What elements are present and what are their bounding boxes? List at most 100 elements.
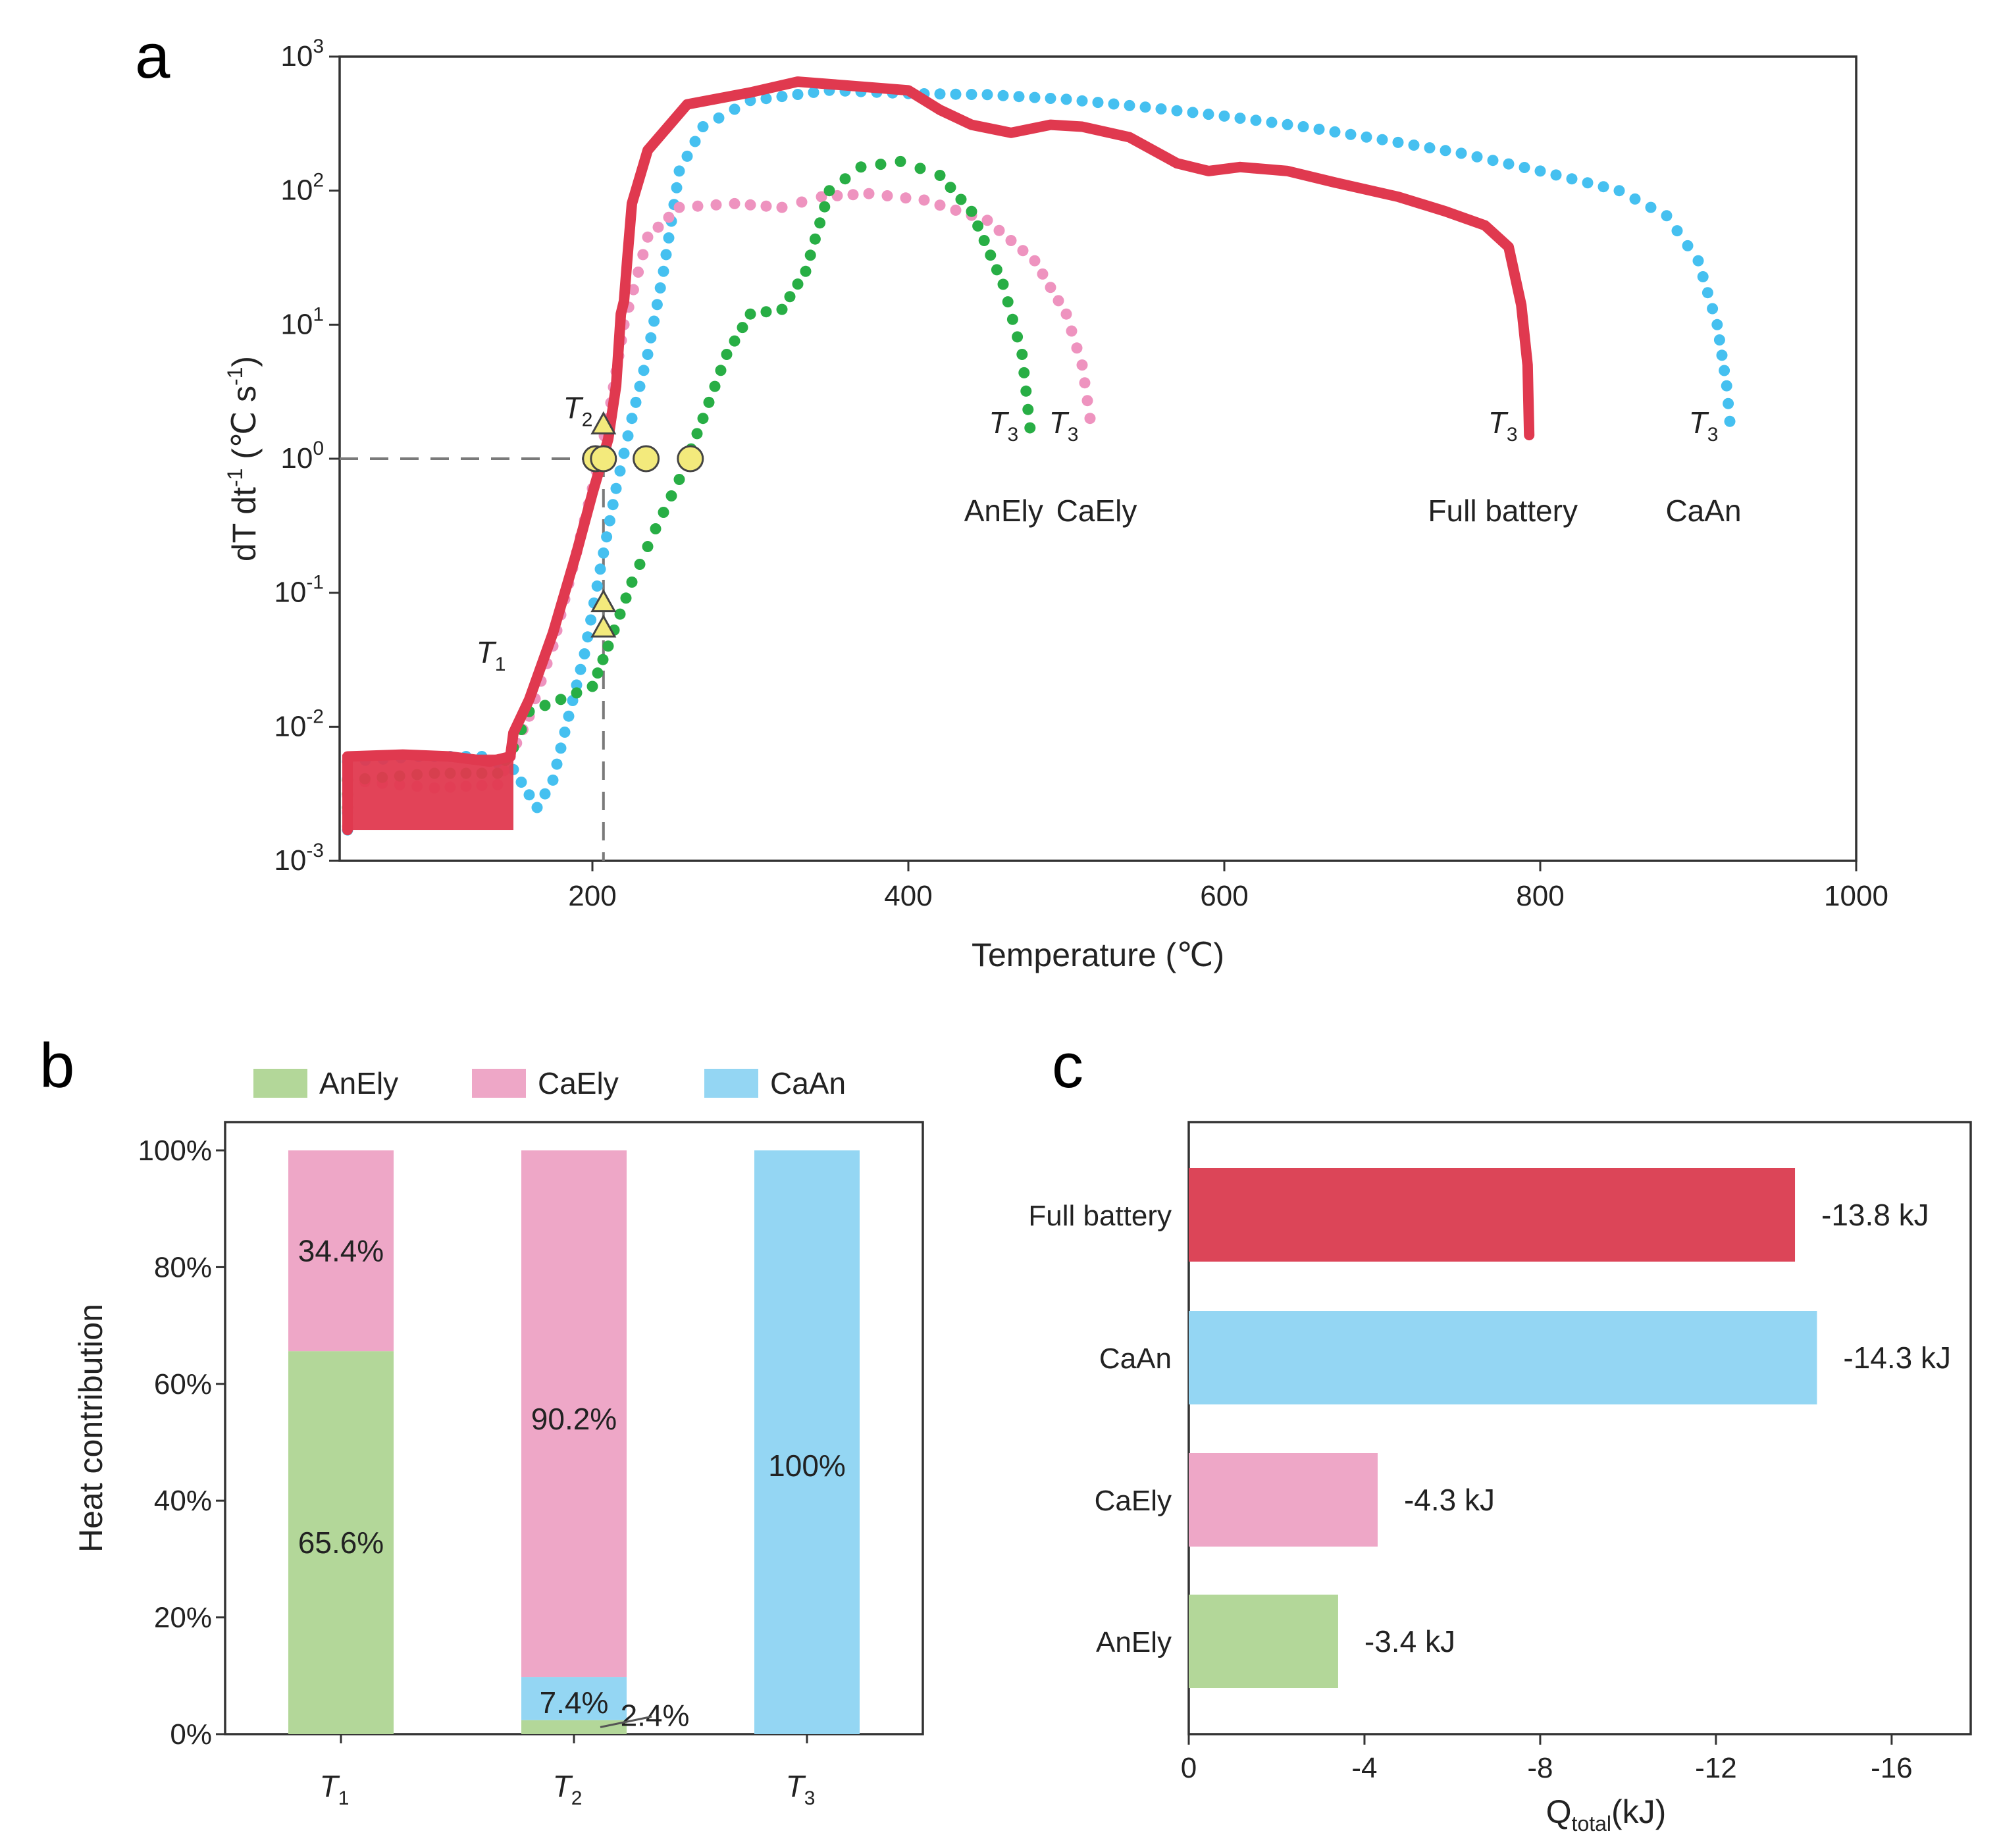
series-caan-dot-59	[697, 121, 709, 132]
x-ticks-a: 200 400 600 800 1000	[568, 861, 1888, 912]
x-tick-label-c-4: -16	[1871, 1752, 1913, 1784]
bar-anely	[1189, 1595, 1338, 1688]
bar-value-caely: -4.3 kJ	[1404, 1483, 1495, 1517]
series-caely-dot-47	[652, 221, 664, 233]
series-caely-dot-70	[1017, 245, 1029, 257]
series-caely-dot-60	[863, 188, 875, 199]
leader-line-2-4	[600, 1715, 652, 1728]
annotation-sub-0: 1	[495, 654, 506, 675]
series-caan-dot-17	[531, 802, 543, 813]
category-label-caely: CaEly	[1095, 1485, 1172, 1517]
t3-main-caely: T	[1049, 405, 1070, 440]
series-caan-dot-56	[673, 165, 685, 177]
series-label-full: Full battery	[1428, 494, 1578, 528]
series-anely-dot-40	[721, 349, 733, 360]
series-caan-dot-104	[1408, 140, 1420, 151]
annotation-t2: T2	[563, 391, 593, 431]
series-caan	[342, 84, 1736, 836]
transition-circle-marker-3	[677, 445, 704, 473]
series-caely-dot-74	[1052, 295, 1064, 307]
series-anely-dot-61	[955, 193, 967, 205]
series-caely-dot-69	[1005, 235, 1017, 246]
series-caely-dot-81	[1084, 413, 1096, 424]
legend-b: AnEly CaEly CaAn	[253, 1066, 846, 1100]
t3-label-caely: T3	[1049, 405, 1079, 446]
series-caan-dot-84	[1092, 97, 1104, 109]
series-caely-dot-57	[816, 191, 827, 203]
t3-main-caan: T	[1689, 405, 1709, 440]
series-caan-dot-130	[1719, 365, 1730, 376]
series-anely-dot-68	[1002, 296, 1014, 308]
y-tick-label-a-6: 103	[280, 36, 324, 72]
bar-T3-CaAn	[754, 1150, 860, 1734]
series-caan-dot-32	[594, 563, 606, 575]
series-anely-dot-19	[586, 680, 598, 692]
series-anely-dot-75	[1024, 422, 1036, 434]
series-caely-dot-49	[673, 201, 685, 213]
plot-frame-c	[1187, 1121, 1972, 1735]
x-tick-main-b-0: T	[320, 1769, 340, 1803]
series-anely-dot-44	[760, 306, 772, 318]
series-caan-dot-27	[579, 648, 590, 659]
series-anely-dot-64	[978, 235, 990, 246]
series-caan-dot-47	[648, 315, 660, 327]
series-caan-dot-76	[966, 89, 977, 100]
x-tick-main-b-1: T	[553, 1769, 573, 1803]
bar-value-full-battery: -13.8 kJ	[1821, 1198, 1929, 1232]
y-tick-base-a-2: 10	[274, 577, 306, 609]
series-anely-dot-22	[602, 640, 614, 652]
x-tick-sub-b-1: 2	[571, 1787, 583, 1809]
series-caely-dot-65	[950, 204, 962, 216]
panel-letter-a: a	[135, 21, 170, 91]
t3-sub-full: 3	[1507, 424, 1518, 446]
series-caely-dot-78	[1076, 359, 1088, 371]
y-tick-base-a-1: 10	[274, 710, 306, 742]
series-anely-dot-39	[715, 365, 727, 376]
series-anely-dot-26	[626, 577, 638, 588]
bar-label-T2-CaAn: 7.4%	[540, 1685, 609, 1720]
y-tick-label-a-2: 10-1	[274, 572, 324, 609]
series-caan-dot-23	[563, 710, 575, 722]
series-caan-dot-50	[658, 265, 669, 277]
annotation-main-1: T	[563, 391, 584, 425]
series-caely-dot-73	[1045, 282, 1056, 294]
series-caan-dot-43	[634, 380, 646, 392]
annotations-a: T 1 T2	[477, 391, 593, 675]
series-anely-dot-28	[642, 541, 654, 552]
series-caan-dot-101	[1361, 131, 1372, 143]
bar-label-T3-CaAn: 100%	[768, 1449, 846, 1483]
series-anely-dot-29	[650, 523, 662, 534]
series-caan-dot-77	[981, 89, 993, 101]
series-caely-dot-59	[847, 189, 859, 201]
series-caan-dot-87	[1139, 101, 1151, 113]
series-anely-dot-43	[744, 308, 756, 320]
t3-main-anely: T	[989, 405, 1009, 440]
series-caely-dot-64	[934, 199, 946, 211]
series-caely-dot-46	[642, 231, 654, 243]
series-anely-dot-35	[691, 428, 703, 440]
series-caan-dot-63	[760, 93, 772, 105]
series-caan-dot-99	[1329, 126, 1341, 138]
series-caan-dot-38	[614, 465, 626, 477]
series-anely-dot-18	[571, 687, 583, 699]
series-caan-dot-118	[1629, 193, 1641, 205]
series-anely-dot-47	[792, 278, 804, 290]
t3-sub-anely: 3	[1008, 424, 1019, 446]
x-tick-label-c-3: -12	[1695, 1752, 1737, 1784]
series-anely-dot-67	[997, 278, 1009, 290]
series-anely-dot-56	[875, 159, 887, 170]
bar-label-T2-AnEly: 2.4%	[621, 1699, 690, 1733]
series-label-anely: AnEly	[964, 494, 1043, 528]
y-tick-label-a-5: 102	[280, 170, 324, 207]
y-ticks-b: 0% 20% 40% 60% 80% 100%	[138, 1135, 225, 1751]
series-caan-dot-114	[1566, 173, 1578, 185]
y-tick-label-a-4: 101	[280, 303, 324, 340]
bar-label-T1-AnEly: 65.6%	[298, 1526, 384, 1560]
series-caan-dot-132	[1723, 398, 1734, 409]
series-anely-dot-55	[855, 161, 867, 173]
series-anely-dot-36	[697, 413, 709, 424]
series-caely-dot-44	[633, 267, 644, 278]
series-caely-dot-50	[692, 200, 704, 212]
series-caan-dot-128	[1713, 334, 1725, 346]
